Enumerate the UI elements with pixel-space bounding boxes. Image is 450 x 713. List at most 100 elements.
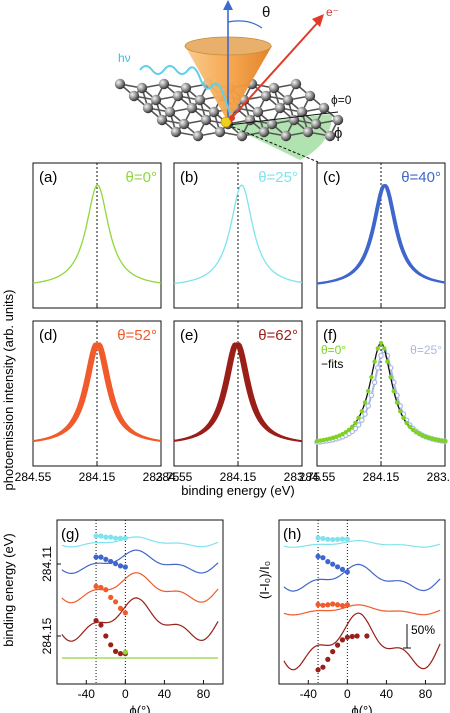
data-point — [364, 633, 370, 639]
emitter-atom — [220, 116, 232, 128]
data-point — [103, 534, 109, 540]
carbon-atom — [136, 82, 148, 94]
data-point — [325, 559, 331, 565]
data-point — [93, 554, 99, 560]
marker-theta-0 — [340, 431, 345, 437]
panel-letter: (f) — [323, 327, 337, 344]
marker-theta-0 — [359, 409, 364, 414]
panel-frame — [56, 519, 224, 685]
legend-theta-0: θ=0° — [321, 343, 346, 357]
carbon-atom — [290, 78, 302, 90]
data-point — [320, 602, 326, 608]
data-point — [320, 555, 326, 561]
carbon-atom — [310, 118, 322, 130]
data-point — [98, 584, 104, 591]
data-point — [315, 667, 321, 673]
electron-arrow — [312, 14, 324, 27]
carbon-atom — [142, 102, 154, 114]
data-point — [330, 649, 336, 655]
carbon-atom — [252, 106, 264, 118]
x-axis-title: binding energy (eV) — [181, 483, 294, 498]
data-point — [325, 602, 331, 608]
marker-theta-0 — [366, 388, 371, 394]
carbon-atom — [236, 130, 248, 142]
x-tick-label: 40 — [380, 687, 394, 701]
marker-theta-25 — [358, 417, 365, 424]
marker-theta-0 — [401, 415, 406, 421]
panel-frame — [278, 519, 446, 685]
data-point — [334, 602, 341, 608]
carbon-atom — [178, 118, 190, 130]
spectrum-panel-6: (f)θ=0° θ=25° −fits 284.55 284.15 283.75 — [299, 320, 450, 484]
spectrum-curve — [32, 342, 162, 442]
data-point — [349, 633, 355, 640]
marker-theta-0 — [394, 400, 400, 405]
carbon-atom — [208, 106, 220, 118]
phi-label: ϕ — [334, 125, 342, 142]
data-point — [103, 556, 109, 562]
data-point — [103, 587, 109, 593]
data-point — [117, 605, 124, 612]
carbon-atom — [114, 78, 126, 90]
marker-theta-0 — [375, 346, 380, 351]
spectrum-panel-5: (e) θ=62° 284.55 284.15 283.75 — [156, 320, 321, 484]
x-tick-label: 284.15 — [79, 470, 116, 484]
x-tick-label: 284.15 — [363, 470, 400, 484]
marker-theta-25 — [368, 392, 375, 399]
curve-0 — [283, 540, 441, 548]
electron-ray — [227, 19, 321, 123]
carbon-atom — [302, 126, 314, 138]
x-tick-label: 284.15 — [220, 470, 257, 484]
marker-theta-0 — [442, 438, 448, 444]
data-point — [108, 534, 114, 540]
carbon-atom — [244, 114, 256, 126]
data-point — [330, 561, 336, 567]
data-point — [93, 583, 99, 590]
carbon-atom — [274, 102, 286, 114]
data-point — [98, 622, 104, 628]
carbon-atom — [296, 106, 308, 118]
data-point — [334, 564, 341, 570]
x-tick-label: -40 — [300, 687, 318, 701]
data-point — [108, 642, 114, 648]
spectrum-curve — [173, 342, 303, 443]
data-point — [339, 602, 346, 609]
carbon-atom — [192, 130, 204, 142]
panel-angle: θ=40° — [401, 169, 441, 186]
phi-dash — [227, 124, 319, 163]
carbon-atom — [332, 114, 344, 126]
marker-theta-0 — [356, 415, 361, 421]
x-tick-label: 80 — [419, 687, 433, 701]
carbon-atom — [150, 94, 162, 106]
data-point — [320, 664, 326, 670]
marker-theta-25 — [374, 365, 381, 371]
data-point — [344, 536, 350, 542]
spectrum-panel-3: (c) θ=40° — [316, 162, 446, 309]
data-point — [122, 649, 128, 655]
marker-theta-0 — [382, 346, 387, 351]
marker-theta-25 — [378, 352, 384, 359]
panel-letter: (c) — [323, 169, 341, 186]
curve-3 — [61, 597, 219, 642]
panel-letter: (h) — [283, 526, 301, 543]
marker-theta-0 — [343, 429, 348, 435]
data-point — [93, 618, 99, 624]
experiment-schematic: hν θ e⁻ ϕ=0 ϕ — [114, 0, 352, 163]
carbon-atom — [280, 130, 292, 142]
phi-zero-label: ϕ=0 — [331, 93, 352, 107]
theta-arc — [227, 20, 263, 29]
carbon-atom — [186, 102, 198, 114]
azimuthal-panels: -40 0 40 80 ϕ(°) (g) binding energy (eV) 284.11… — [1, 519, 446, 713]
data-point — [117, 535, 124, 541]
carbon-atom — [266, 118, 278, 130]
electron-origin — [229, 115, 235, 121]
x-axis-title: ϕ(°) — [351, 703, 372, 713]
carbon-atom — [258, 126, 270, 138]
carbon-atom — [268, 82, 280, 94]
data-point — [315, 553, 321, 560]
spectrum-curve — [173, 184, 303, 285]
x-tick-label: 0 — [344, 687, 351, 701]
spectrum-curve — [32, 184, 162, 284]
marker-theta-0 — [378, 340, 384, 346]
